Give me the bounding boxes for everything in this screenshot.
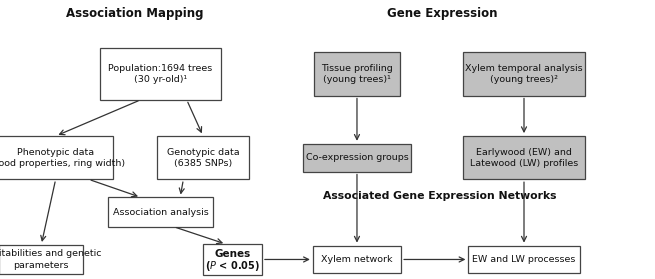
Text: Associated Gene Expression Networks: Associated Gene Expression Networks: [324, 191, 557, 201]
FancyBboxPatch shape: [303, 144, 411, 172]
Text: Heritabilities and genetic
parameters: Heritabilities and genetic parameters: [0, 249, 101, 270]
Text: Phenotypic data
(wood properties, ring width): Phenotypic data (wood properties, ring w…: [0, 148, 124, 168]
Text: Gene Expression: Gene Expression: [387, 7, 497, 20]
Text: Population:1694 trees
(30 yr-old)¹: Population:1694 trees (30 yr-old)¹: [108, 64, 213, 84]
Text: Tissue profiling
(young trees)¹: Tissue profiling (young trees)¹: [321, 64, 393, 84]
FancyBboxPatch shape: [468, 246, 580, 273]
Text: Genes: Genes: [214, 249, 251, 259]
FancyBboxPatch shape: [464, 52, 585, 95]
Text: Earlywood (EW) and
Latewood (LW) profiles: Earlywood (EW) and Latewood (LW) profile…: [470, 148, 578, 168]
FancyBboxPatch shape: [108, 198, 213, 227]
FancyBboxPatch shape: [313, 246, 401, 273]
FancyBboxPatch shape: [0, 136, 113, 179]
Text: Xylem network: Xylem network: [321, 255, 393, 264]
Text: Xylem temporal analysis
(young trees)²: Xylem temporal analysis (young trees)²: [465, 64, 583, 84]
FancyBboxPatch shape: [314, 52, 400, 95]
Text: Association analysis: Association analysis: [113, 208, 208, 217]
Text: Association Mapping: Association Mapping: [66, 7, 203, 20]
Text: Genotypic data
(6385 SNPs): Genotypic data (6385 SNPs): [167, 148, 239, 168]
FancyBboxPatch shape: [0, 245, 83, 274]
Text: ($\mathit{P}$ < 0.05): ($\mathit{P}$ < 0.05): [205, 259, 260, 273]
FancyBboxPatch shape: [157, 136, 249, 179]
FancyBboxPatch shape: [464, 136, 585, 179]
Text: Co-expression groups: Co-expression groups: [306, 153, 408, 162]
Text: EW and LW processes: EW and LW processes: [472, 255, 576, 264]
FancyBboxPatch shape: [100, 48, 221, 100]
FancyBboxPatch shape: [203, 244, 262, 275]
